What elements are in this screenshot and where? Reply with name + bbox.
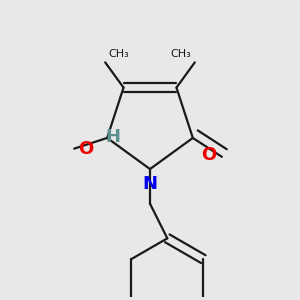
Text: O: O bbox=[78, 140, 93, 158]
Text: CH₃: CH₃ bbox=[109, 49, 129, 59]
Text: O: O bbox=[201, 146, 217, 164]
Text: H: H bbox=[105, 128, 120, 146]
Text: CH₃: CH₃ bbox=[171, 49, 191, 59]
Text: N: N bbox=[142, 175, 158, 193]
